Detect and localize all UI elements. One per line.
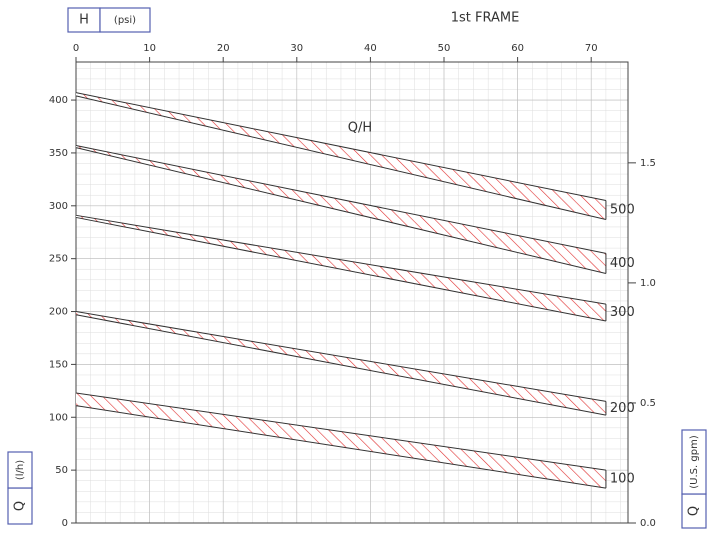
y2-tick-label: 0.0 xyxy=(640,518,656,529)
series-label: 300 xyxy=(610,305,635,320)
band-lower xyxy=(75,216,607,322)
y-axis-unit: (l/h) xyxy=(15,460,26,480)
y-tick-label: 250 xyxy=(49,254,68,265)
x-symbol-box xyxy=(67,7,101,33)
band-upper xyxy=(75,145,607,254)
y2-axis-unit: (U.S. gpm) xyxy=(689,435,700,489)
series-label: 400 xyxy=(610,256,635,271)
band-lower xyxy=(75,314,607,416)
band-lower xyxy=(75,147,607,274)
series-label: 100 xyxy=(610,472,635,487)
y-tick-label: 300 xyxy=(49,201,68,212)
band xyxy=(76,392,606,489)
annotation: Q/H xyxy=(348,121,372,136)
band-lower xyxy=(75,95,607,221)
chart-title: 1st FRAME xyxy=(451,11,520,26)
x-tick-label: 20 xyxy=(217,43,230,54)
x-axis-unit: (psi) xyxy=(114,15,136,26)
x-tick-label: 0 xyxy=(73,43,79,54)
y2-tick-label: 1.5 xyxy=(640,158,656,169)
band-upper xyxy=(75,214,607,305)
y2-tick-label: 1.0 xyxy=(640,278,656,289)
y-tick-label: 350 xyxy=(49,148,68,159)
x-axis-symbol: H xyxy=(79,13,89,28)
band xyxy=(76,145,606,274)
y-tick-label: 400 xyxy=(49,95,68,106)
y2-symbol-box xyxy=(681,493,707,529)
band-lower xyxy=(75,405,606,489)
y-tick-label: 0 xyxy=(62,518,68,529)
y-axis-symbol: Q xyxy=(13,501,28,511)
y-tick-label: 200 xyxy=(49,307,68,318)
x-tick-label: 70 xyxy=(585,43,598,54)
band-upper xyxy=(75,311,607,402)
y-tick-label: 100 xyxy=(49,412,68,423)
x-unit-box xyxy=(99,7,151,33)
y-tick-label: 150 xyxy=(49,359,68,370)
y2-unit-box xyxy=(681,429,707,495)
y2-axis-symbol: Q xyxy=(687,506,702,516)
series-label: 200 xyxy=(610,401,635,416)
y-tick-label: 50 xyxy=(55,465,68,476)
band xyxy=(76,92,606,220)
x-tick-label: 30 xyxy=(290,43,303,54)
y2-tick-label: 0.5 xyxy=(640,398,656,409)
y-unit-box xyxy=(7,451,33,489)
band-upper xyxy=(75,92,607,202)
band-upper xyxy=(75,392,606,471)
band xyxy=(76,215,606,322)
series-label: 500 xyxy=(610,203,635,218)
x-tick-label: 10 xyxy=(143,43,156,54)
x-tick-label: 60 xyxy=(511,43,524,54)
x-tick-label: 40 xyxy=(364,43,377,54)
y-symbol-box xyxy=(7,487,33,525)
x-tick-label: 50 xyxy=(438,43,451,54)
plot-frame xyxy=(75,61,629,524)
band xyxy=(76,311,606,416)
